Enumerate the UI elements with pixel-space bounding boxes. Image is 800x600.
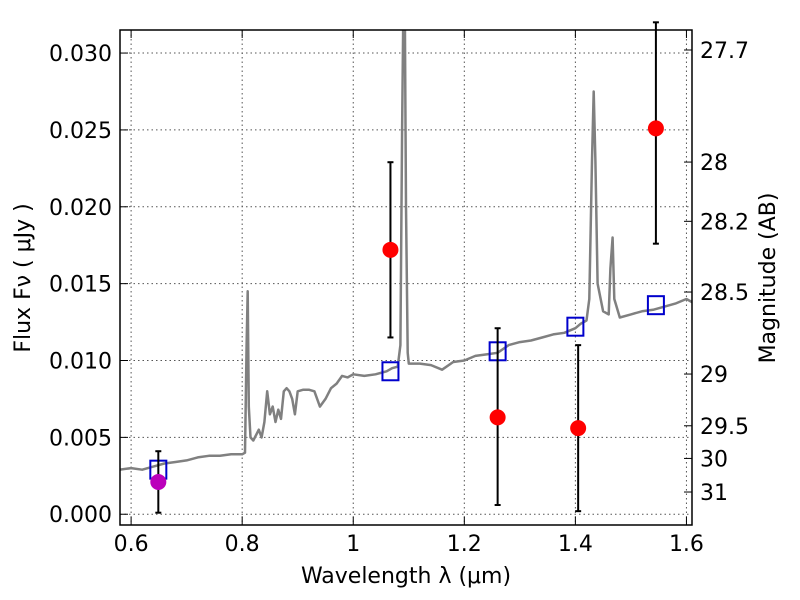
- data-point: [647, 120, 664, 137]
- x-tick-label: 0.8: [225, 532, 260, 557]
- x-axis-label: Wavelength λ (μm): [301, 564, 511, 589]
- right-tick-label: 28.5: [700, 281, 749, 306]
- model-square: [381, 361, 400, 382]
- data-point: [382, 241, 399, 258]
- y-axis-label: Flux Fν ( μJy ): [11, 203, 36, 352]
- y-axis-right-label: Magnitude (AB): [756, 193, 781, 364]
- right-tick-label: 28: [700, 151, 728, 176]
- y-tick-label: 0.025: [49, 119, 112, 144]
- y-tick-label: 0.000: [49, 503, 112, 528]
- right-tick-label: 28.2: [700, 210, 749, 235]
- x-tick-label: 1.4: [558, 532, 593, 557]
- spectrum-line: [120, 30, 692, 471]
- x-axis: 0.6 0.8 1 1.2 1.4 1.6: [114, 30, 704, 557]
- plot-frame: [119, 29, 693, 526]
- right-tick-label: 29.5: [700, 415, 749, 440]
- y-tick-label: 0.015: [49, 273, 112, 298]
- right-tick-label: 31: [700, 481, 728, 506]
- model-square: [646, 295, 665, 316]
- y-tick-label: 0.010: [49, 350, 112, 375]
- data-point: [489, 409, 506, 426]
- y-axis-right: 27.7 28 28.2 28.5 29 29.5 30 31: [684, 39, 749, 506]
- right-tick-label: 30: [700, 447, 728, 472]
- y-axis-left: 0.000 0.005 0.010 0.015 0.020 0.025 0.030: [49, 42, 128, 528]
- x-tick-label: 1.2: [447, 532, 482, 557]
- x-tick-label: 0.6: [114, 532, 149, 557]
- right-tick-label: 27.7: [700, 39, 749, 64]
- y-tick-label: 0.030: [49, 42, 112, 67]
- y-tick-label: 0.020: [49, 196, 112, 221]
- y-tick-label: 0.005: [49, 426, 112, 451]
- data-point: [570, 420, 587, 437]
- x-tick-label: 1: [346, 532, 360, 557]
- x-tick-label: 1.6: [669, 532, 704, 557]
- data-point: [150, 473, 167, 490]
- model-square: [566, 316, 585, 337]
- plot-content: [120, 21, 692, 514]
- grid-lines: [120, 30, 692, 525]
- right-tick-label: 29: [700, 363, 728, 388]
